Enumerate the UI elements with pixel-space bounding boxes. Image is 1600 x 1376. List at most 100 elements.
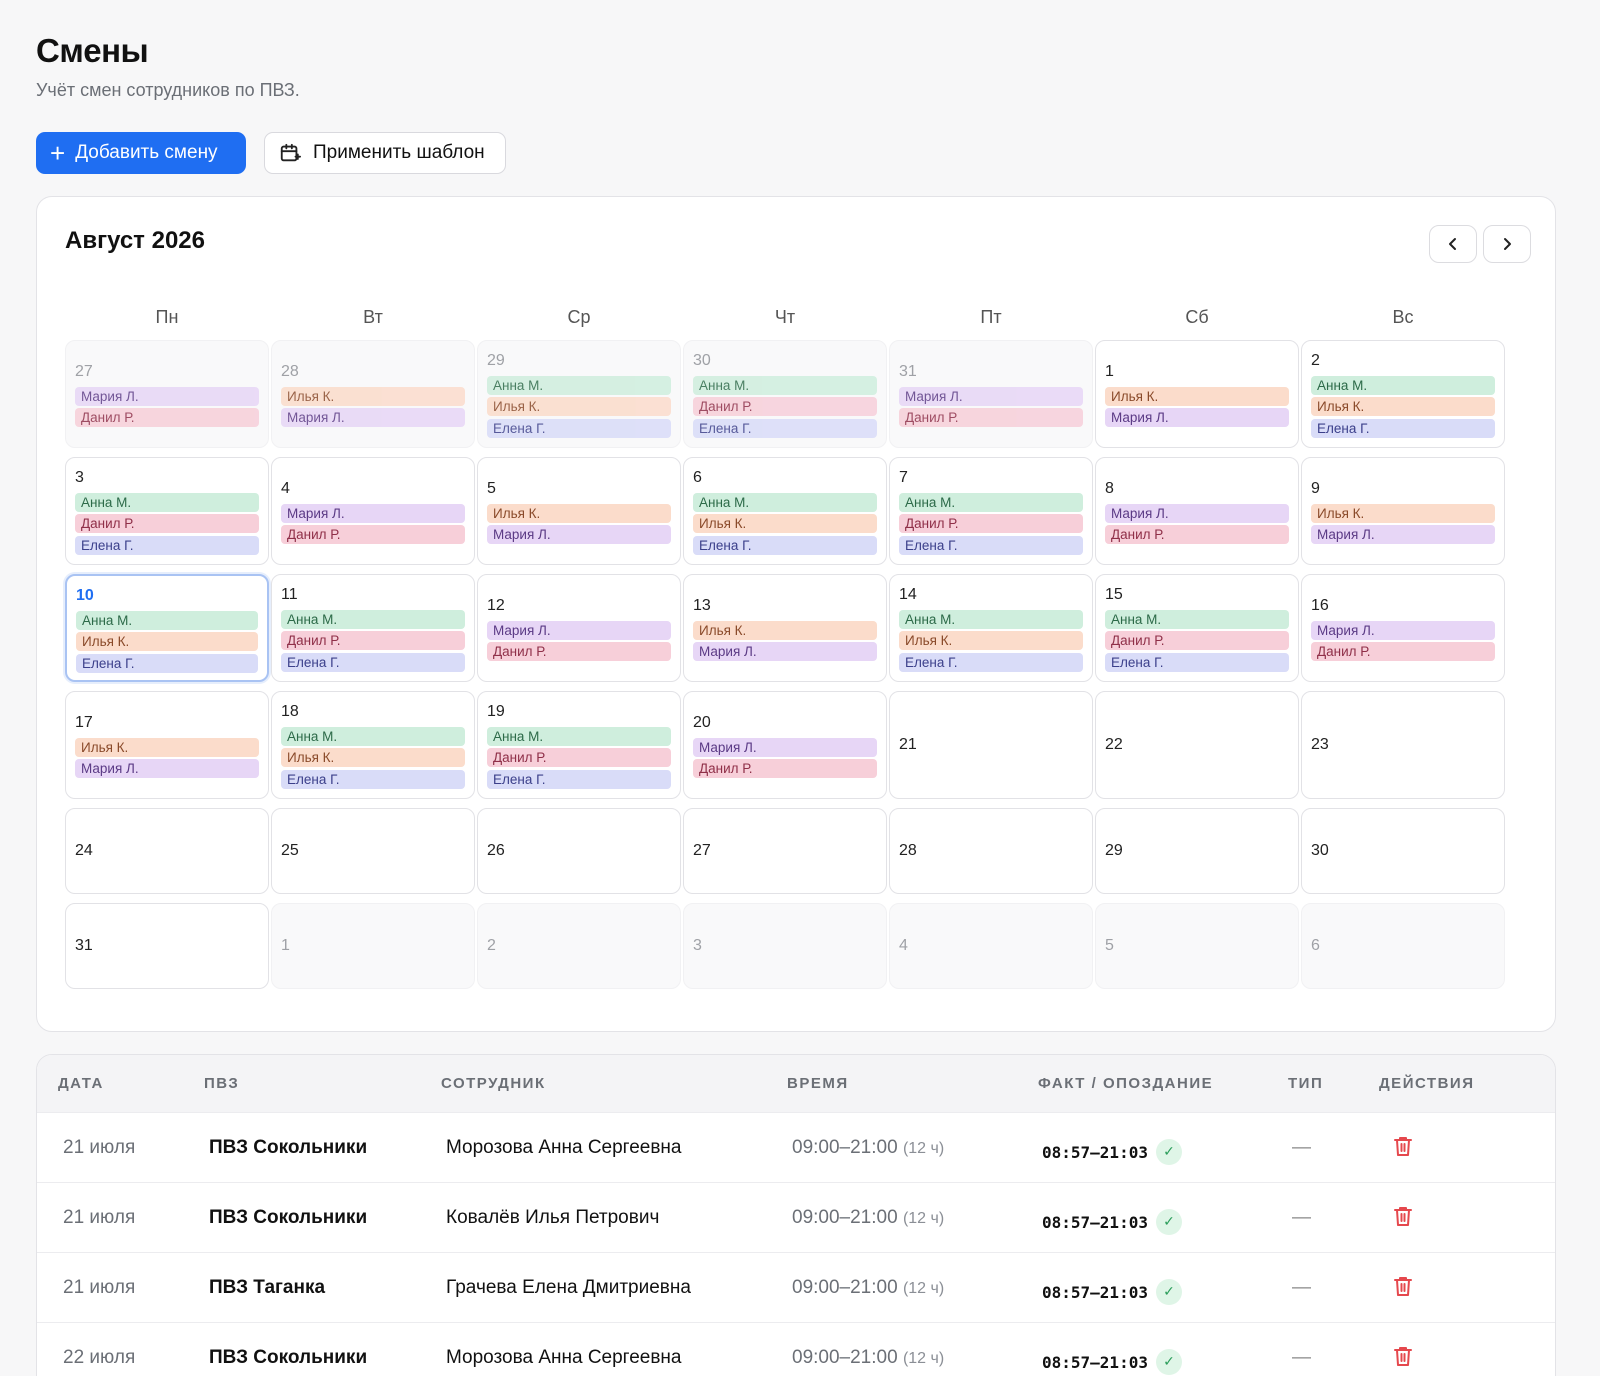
shift-chip[interactable]: Данил Р. <box>487 748 671 768</box>
calendar-day[interactable]: 2 Анна М. Илья К. Елена Г. <box>1301 340 1505 448</box>
calendar-day[interactable]: 9 Илья К. Мария Л. <box>1301 457 1505 565</box>
shift-chip[interactable]: Мария Л. <box>75 386 259 406</box>
shift-chip[interactable]: Мария Л. <box>1105 503 1289 523</box>
next-month-button[interactable] <box>1483 225 1531 263</box>
shift-chip[interactable]: Илья К. <box>76 632 258 652</box>
shift-chip[interactable]: Данил Р. <box>899 408 1083 427</box>
calendar-day[interactable]: 3 <box>683 903 887 989</box>
calendar-day[interactable]: 6 <box>1301 903 1505 989</box>
shift-chip[interactable]: Анна М. <box>899 492 1083 512</box>
shift-chip[interactable]: Илья К. <box>1105 386 1289 406</box>
shift-chip[interactable]: Елена Г. <box>1311 418 1495 438</box>
calendar-day[interactable]: 27 <box>683 808 887 894</box>
calendar-day[interactable]: 25 <box>271 808 475 894</box>
shift-chip[interactable]: Анна М. <box>75 492 259 512</box>
calendar-day[interactable]: 22 <box>1095 691 1299 799</box>
shift-chip[interactable]: Данил Р. <box>75 514 259 534</box>
shift-chip[interactable]: Мария Л. <box>487 620 671 640</box>
shift-chip[interactable]: Илья К. <box>487 503 671 523</box>
shift-chip[interactable]: Илья К. <box>693 620 877 640</box>
shift-chip[interactable]: Анна М. <box>1105 609 1289 629</box>
shift-chip[interactable]: Илья К. <box>899 631 1083 651</box>
shift-chip[interactable]: Елена Г. <box>281 652 465 672</box>
shift-chip[interactable]: Данил Р. <box>1105 631 1289 651</box>
shift-chip[interactable]: Анна М. <box>281 726 465 746</box>
shift-chip[interactable]: Анна М. <box>1311 375 1495 395</box>
calendar-day[interactable]: 1 Илья К. Мария Л. <box>1095 340 1299 448</box>
shift-chip[interactable]: Данил Р. <box>693 397 877 417</box>
shift-chip[interactable]: Мария Л. <box>899 386 1083 406</box>
calendar-day[interactable]: 26 <box>477 808 681 894</box>
shift-chip[interactable]: Данил Р. <box>75 408 259 427</box>
shift-chip[interactable]: Илья К. <box>693 514 877 534</box>
prev-month-button[interactable] <box>1429 225 1477 263</box>
shift-chip[interactable]: Мария Л. <box>487 525 671 544</box>
calendar-day[interactable]: 30 Анна М. Данил Р. Елена Г. <box>683 340 887 448</box>
calendar-day[interactable]: 5 <box>1095 903 1299 989</box>
delete-shift-button[interactable] <box>1393 1135 1413 1162</box>
calendar-day[interactable]: 31 <box>65 903 269 989</box>
shift-chip[interactable]: Данил Р. <box>487 642 671 661</box>
shift-chip[interactable]: Илья К. <box>487 397 671 417</box>
delete-shift-button[interactable] <box>1393 1345 1413 1372</box>
shift-chip[interactable]: Анна М. <box>487 375 671 395</box>
calendar-day[interactable]: 19 Анна М. Данил Р. Елена Г. <box>477 691 681 799</box>
calendar-day[interactable]: 21 <box>889 691 1093 799</box>
calendar-day[interactable]: 30 <box>1301 808 1505 894</box>
calendar-day[interactable]: 28 Илья К. Мария Л. <box>271 340 475 448</box>
calendar-day[interactable]: 16 Мария Л. Данил Р. <box>1301 574 1505 682</box>
calendar-day[interactable]: 5 Илья К. Мария Л. <box>477 457 681 565</box>
calendar-day[interactable]: 13 Илья К. Мария Л. <box>683 574 887 682</box>
shift-chip[interactable]: Илья К. <box>75 737 259 757</box>
shift-chip[interactable]: Илья К. <box>1311 397 1495 417</box>
shift-chip[interactable]: Елена Г. <box>487 769 671 789</box>
shift-chip[interactable]: Мария Л. <box>281 408 465 427</box>
calendar-day[interactable]: 27 Мария Л. Данил Р. <box>65 340 269 448</box>
calendar-day[interactable]: 29 <box>1095 808 1299 894</box>
shift-chip[interactable]: Илья К. <box>1311 503 1495 523</box>
shift-chip[interactable]: Елена Г. <box>1105 652 1289 672</box>
apply-template-button[interactable]: Применить шаблон <box>264 132 506 174</box>
shift-chip[interactable]: Данил Р. <box>281 631 465 651</box>
shift-chip[interactable]: Анна М. <box>899 609 1083 629</box>
calendar-day[interactable]: 18 Анна М. Илья К. Елена Г. <box>271 691 475 799</box>
shift-chip[interactable]: Данил Р. <box>693 759 877 778</box>
calendar-day[interactable]: 29 Анна М. Илья К. Елена Г. <box>477 340 681 448</box>
shift-chip[interactable]: Елена Г. <box>899 535 1083 555</box>
shift-chip[interactable]: Данил Р. <box>281 525 465 544</box>
shift-chip[interactable]: Елена Г. <box>693 418 877 438</box>
calendar-day[interactable]: 1 <box>271 903 475 989</box>
shift-chip[interactable]: Елена Г. <box>281 769 465 789</box>
shift-chip[interactable]: Мария Л. <box>1105 408 1289 427</box>
calendar-day[interactable]: 31 Мария Л. Данил Р. <box>889 340 1093 448</box>
shift-chip[interactable]: Анна М. <box>693 492 877 512</box>
calendar-day-today[interactable]: 10 Анна М. Илья К. Елена Г. <box>65 574 269 682</box>
shift-chip[interactable]: Анна М. <box>281 609 465 629</box>
shift-chip[interactable]: Анна М. <box>693 375 877 395</box>
calendar-day[interactable]: 2 <box>477 903 681 989</box>
calendar-day[interactable]: 24 <box>65 808 269 894</box>
calendar-day[interactable]: 8 Мария Л. Данил Р. <box>1095 457 1299 565</box>
calendar-day[interactable]: 7 Анна М. Данил Р. Елена Г. <box>889 457 1093 565</box>
shift-chip[interactable]: Елена Г. <box>76 653 258 673</box>
shift-chip[interactable]: Данил Р. <box>899 514 1083 534</box>
shift-chip[interactable]: Мария Л. <box>1311 620 1495 640</box>
shift-chip[interactable]: Мария Л. <box>1311 525 1495 544</box>
shift-chip[interactable]: Елена Г. <box>487 418 671 438</box>
shift-chip[interactable]: Мария Л. <box>693 642 877 661</box>
delete-shift-button[interactable] <box>1393 1275 1413 1302</box>
calendar-day[interactable]: 11 Анна М. Данил Р. Елена Г. <box>271 574 475 682</box>
calendar-day[interactable]: 15 Анна М. Данил Р. Елена Г. <box>1095 574 1299 682</box>
shift-chip[interactable]: Елена Г. <box>693 535 877 555</box>
calendar-day[interactable]: 17 Илья К. Мария Л. <box>65 691 269 799</box>
shift-chip[interactable]: Данил Р. <box>1105 525 1289 544</box>
calendar-day[interactable]: 12 Мария Л. Данил Р. <box>477 574 681 682</box>
shift-chip[interactable]: Мария Л. <box>281 503 465 523</box>
calendar-day[interactable]: 3 Анна М. Данил Р. Елена Г. <box>65 457 269 565</box>
calendar-day[interactable]: 6 Анна М. Илья К. Елена Г. <box>683 457 887 565</box>
shift-chip[interactable]: Илья К. <box>281 386 465 406</box>
shift-chip[interactable]: Анна М. <box>76 610 258 630</box>
add-shift-button[interactable]: + Добавить смену <box>36 132 246 174</box>
shift-chip[interactable]: Данил Р. <box>1311 642 1495 661</box>
calendar-day[interactable]: 20 Мария Л. Данил Р. <box>683 691 887 799</box>
